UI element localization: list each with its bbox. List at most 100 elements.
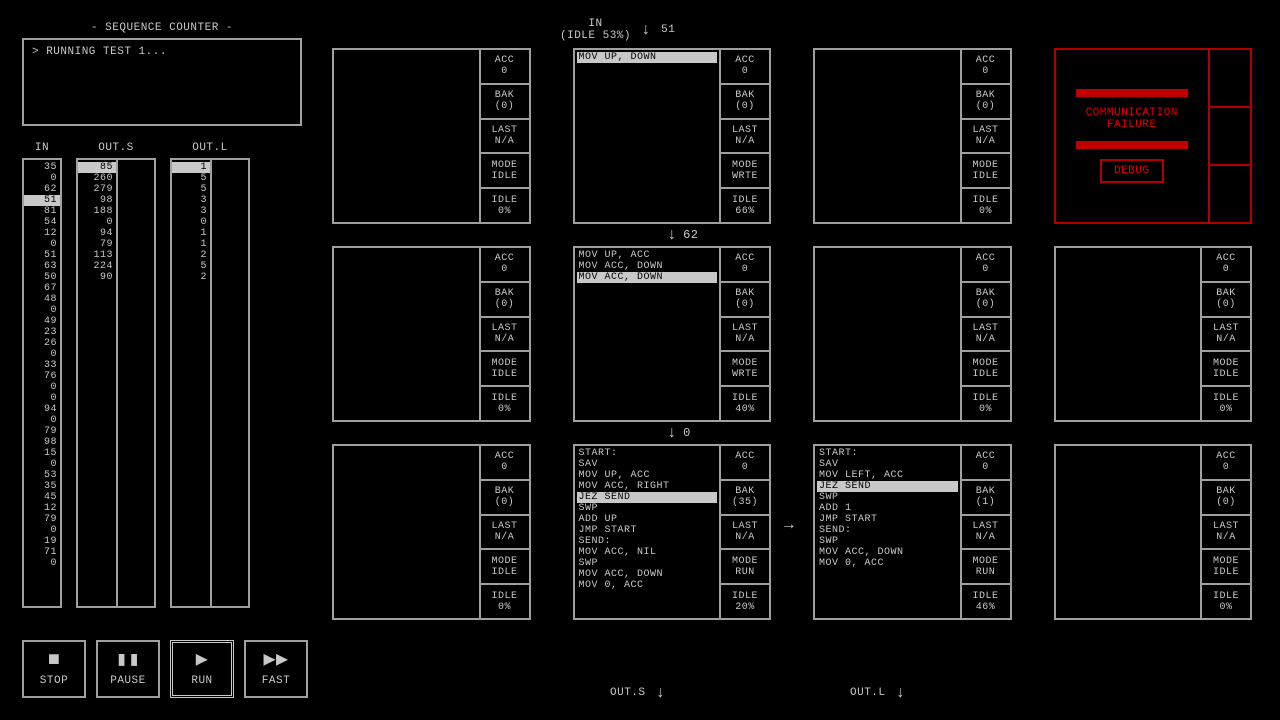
reg-acc: ACC0	[1202, 248, 1250, 283]
error-line1: COMMUNICATION	[1086, 107, 1178, 119]
reg-mode: MODEIDLE	[481, 550, 529, 585]
code-editor[interactable]	[334, 248, 481, 420]
code-line: ADD 1	[817, 503, 958, 514]
reg-idle: IDLE46%	[962, 585, 1010, 618]
exec-node[interactable]: ACC0BAK(0)LASTN/AMODEIDLEIDLE0%	[813, 246, 1012, 422]
io-outs-expected: 85260279981880947911322490	[76, 158, 116, 608]
code-line: SWP	[577, 503, 718, 514]
reg-bak: BAK(0)	[721, 283, 769, 318]
reg-acc: ACC0	[721, 446, 769, 481]
reg-mode: MODEIDLE	[962, 154, 1010, 189]
debug-button[interactable]: DEBUG	[1100, 159, 1164, 183]
in-port-name: IN	[588, 18, 602, 30]
io-in-list: 3506251815412051635067480492326033760094…	[22, 158, 62, 608]
reg-last: LASTN/A	[962, 318, 1010, 353]
page-title: - SEQUENCE COUNTER -	[22, 18, 302, 36]
exec-node[interactable]: MOV UP, ACCMOV ACC, DOWNMOV ACC, DOWNACC…	[573, 246, 772, 422]
code-editor[interactable]	[815, 50, 962, 222]
io-outs-actual	[116, 158, 156, 608]
exec-node[interactable]: ACC0BAK(0)LASTN/AMODEIDLEIDLE0%	[332, 246, 531, 422]
exec-node[interactable]: ACC0BAK(0)LASTN/AMODEIDLEIDLE0%	[332, 48, 531, 224]
exec-node[interactable]: START:SAVMOV UP, ACCMOV ACC, RIGHTJEZ SE…	[573, 444, 772, 620]
code-line: SEND:	[577, 536, 718, 547]
node-grid: ACC0BAK(0)LASTN/AMODEIDLEIDLE0%MOV UP, D…	[332, 48, 1252, 642]
code-editor[interactable]: START:SAVMOV UP, ACCMOV ACC, RIGHTJEZ SE…	[575, 446, 722, 618]
reg-bak: BAK(0)	[962, 283, 1010, 318]
code-line: MOV 0, ACC	[817, 558, 958, 569]
reg-idle: IDLE20%	[721, 585, 769, 618]
reg-idle: IDLE0%	[481, 387, 529, 420]
exec-node[interactable]: ACC0BAK(0)LASTN/AMODEIDLEIDLE0%	[1054, 246, 1253, 422]
reg-bak: BAK(0)	[1202, 283, 1250, 318]
input-port-label: IN (IDLE 53%) 51	[560, 18, 675, 42]
run-label: RUN	[191, 675, 212, 687]
code-line: JMP START	[817, 514, 958, 525]
reg-acc: ACC0	[721, 50, 769, 85]
reg-bak: BAK(0)	[481, 481, 529, 516]
port-arrow-right	[784, 516, 794, 534]
reg-acc: ACC0	[481, 248, 529, 283]
reg-acc: ACC0	[962, 446, 1010, 481]
stop-button[interactable]: ■STOP	[22, 640, 86, 698]
fast-button[interactable]: ▶▶FAST	[244, 640, 308, 698]
exec-node[interactable]: START:SAVMOV LEFT, ACCJEZ SENDSWPADD 1JM…	[813, 444, 1012, 620]
code-editor[interactable]	[815, 248, 962, 420]
error-line2: FAILURE	[1086, 119, 1178, 131]
code-line: JEZ SEND	[817, 481, 958, 492]
in-port-value: 51	[661, 24, 675, 36]
pause-label: PAUSE	[110, 675, 146, 687]
arrow-down-icon	[641, 21, 651, 39]
code-line: ADD UP	[577, 514, 718, 525]
reg-mode: MODEIDLE	[481, 154, 529, 189]
reg-idle: IDLE0%	[1202, 387, 1250, 420]
exec-node[interactable]: MOV UP, DOWNACC0BAK(0)LASTN/AMODEWRTEIDL…	[573, 48, 772, 224]
io-in-label: IN	[35, 142, 49, 154]
code-line: SEND:	[817, 525, 958, 536]
reg-idle: IDLE40%	[721, 387, 769, 420]
code-line: MOV UP, ACC	[577, 470, 718, 481]
reg-last: LASTN/A	[481, 516, 529, 551]
code-line: MOV LEFT, ACC	[817, 470, 958, 481]
code-editor[interactable]	[334, 50, 481, 222]
io-outl-actual	[210, 158, 250, 608]
reg-acc: ACC0	[481, 446, 529, 481]
code-line: SWP	[817, 536, 958, 547]
code-editor[interactable]	[1056, 248, 1203, 420]
code-editor[interactable]: MOV UP, DOWN	[575, 50, 722, 222]
code-line: MOV UP, ACC	[577, 250, 718, 261]
exec-node[interactable]: ACC0BAK(0)LASTN/AMODEIDLEIDLE0%	[813, 48, 1012, 224]
reg-last: LASTN/A	[962, 120, 1010, 155]
code-editor[interactable]: MOV UP, ACCMOV ACC, DOWNMOV ACC, DOWN	[575, 248, 722, 420]
io-outs-label: OUT.S	[98, 142, 134, 154]
reg-bak: BAK(0)	[721, 85, 769, 120]
code-editor[interactable]: START:SAVMOV LEFT, ACCJEZ SENDSWPADD 1JM…	[815, 446, 962, 618]
code-editor[interactable]	[334, 446, 481, 618]
reg-mode: MODEIDLE	[481, 352, 529, 387]
exec-node[interactable]: ACC0BAK(0)LASTN/AMODEIDLEIDLE0%	[332, 444, 531, 620]
pause-button[interactable]: ▮▮PAUSE	[96, 640, 160, 698]
code-line: MOV ACC, DOWN	[577, 569, 718, 580]
code-line: MOV 0, ACC	[577, 580, 718, 591]
reg-idle: IDLE0%	[481, 585, 529, 618]
reg-last: LASTN/A	[721, 318, 769, 353]
reg-idle: IDLE0%	[481, 189, 529, 222]
error-node: COMMUNICATIONFAILURE DEBUG	[1054, 48, 1253, 224]
reg-bak: BAK(0)	[962, 85, 1010, 120]
code-editor[interactable]	[1056, 446, 1203, 618]
out-l-port: OUT.L	[850, 684, 906, 702]
reg-mode: MODEIDLE	[962, 352, 1010, 387]
stop-label: STOP	[40, 675, 68, 687]
io-column-in: IN 3506251815412051635067480492326033760…	[22, 142, 62, 608]
exec-node[interactable]: ACC0BAK(0)LASTN/AMODEIDLEIDLE0%	[1054, 444, 1253, 620]
code-line: START:	[577, 448, 718, 459]
reg-mode: MODERUN	[721, 550, 769, 585]
reg-acc: ACC0	[962, 248, 1010, 283]
reg-last: LASTN/A	[721, 120, 769, 155]
arrow-down-icon	[656, 684, 666, 702]
io-column-outs: OUT.S 85260279981880947911322490	[76, 142, 156, 608]
reg-idle: IDLE0%	[962, 387, 1010, 420]
port-value: 0	[683, 426, 691, 440]
reg-idle: IDLE0%	[962, 189, 1010, 222]
run-button[interactable]: ▶RUN	[170, 640, 234, 698]
reg-last: LASTN/A	[721, 516, 769, 551]
